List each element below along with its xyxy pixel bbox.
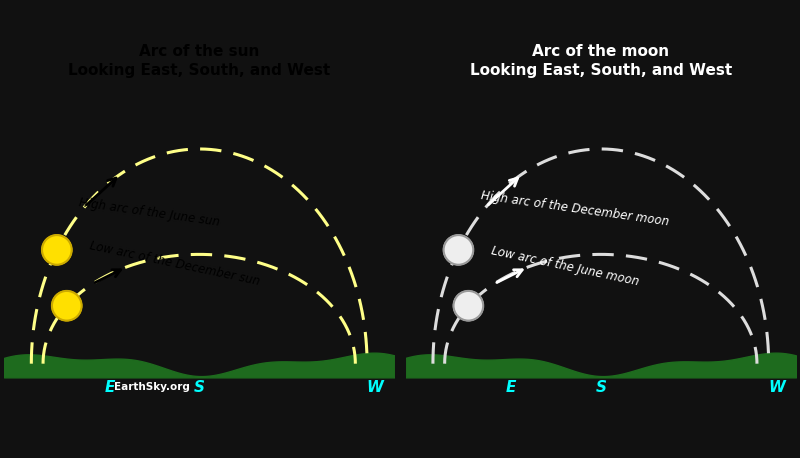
Text: High arc of the June sun: High arc of the June sun — [78, 196, 221, 229]
Text: E: E — [506, 380, 516, 395]
Text: Looking East, South, and West: Looking East, South, and West — [470, 63, 732, 78]
Text: Low arc of the June moon: Low arc of the June moon — [490, 244, 640, 288]
Circle shape — [52, 291, 82, 321]
Circle shape — [42, 235, 72, 265]
Text: Arc of the moon: Arc of the moon — [532, 44, 670, 59]
Circle shape — [444, 235, 474, 265]
Circle shape — [454, 291, 483, 321]
Text: E: E — [104, 380, 114, 395]
Text: Arc of the sun: Arc of the sun — [139, 44, 259, 59]
Text: High arc of the December moon: High arc of the December moon — [480, 189, 670, 229]
Text: W: W — [768, 380, 785, 395]
Text: S: S — [595, 380, 606, 395]
Text: EarthSky.org: EarthSky.org — [114, 382, 190, 392]
Text: Low arc of the December sun: Low arc of the December sun — [88, 240, 261, 288]
Text: Looking East, South, and West: Looking East, South, and West — [68, 63, 330, 78]
Text: S: S — [194, 380, 205, 395]
Text: W: W — [366, 380, 383, 395]
